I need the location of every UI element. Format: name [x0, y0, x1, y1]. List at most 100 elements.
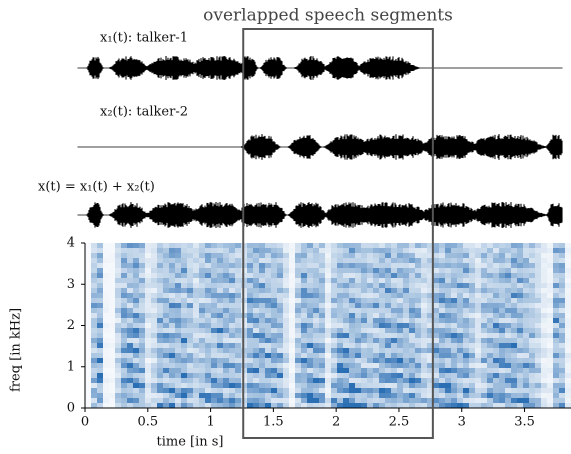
spectrogram-cell: [391, 313, 397, 318]
spectrogram-cell: [247, 243, 253, 248]
spectrogram-cell: [193, 388, 199, 393]
spectrogram-cell: [355, 343, 361, 348]
spectrogram-cell: [325, 283, 331, 288]
spectrogram-cell: [331, 348, 337, 353]
spectrogram-cell: [151, 348, 157, 353]
spectrogram-cell: [559, 383, 565, 388]
spectrogram-cell: [415, 348, 421, 353]
spectrogram-cell: [157, 368, 163, 373]
spectrogram-cell: [415, 253, 421, 258]
spectrogram-cell: [451, 288, 457, 293]
spectrogram-cell: [247, 393, 253, 398]
spectrogram-cell: [301, 243, 307, 248]
spectrogram-cell: [265, 393, 271, 398]
spectrogram-cell: [361, 318, 367, 323]
spectrogram-cell: [355, 398, 361, 403]
spectrogram-cell: [307, 273, 313, 278]
spectrogram-cell: [151, 308, 157, 313]
spectrogram-cell: [103, 303, 109, 308]
spectrogram-cell: [403, 283, 409, 288]
spectrogram-cell: [343, 273, 349, 278]
spectrogram-cell: [91, 383, 97, 388]
spectrogram-cell: [559, 268, 565, 273]
spectrogram-cell: [481, 393, 487, 398]
spectrogram-cell: [535, 348, 541, 353]
spectrogram-cell: [535, 358, 541, 363]
spectrogram-cell: [187, 273, 193, 278]
spectrogram-cell: [235, 343, 241, 348]
spectrogram-cell: [187, 348, 193, 353]
spectrogram-cell: [397, 273, 403, 278]
spectrogram-cell: [529, 318, 535, 323]
spectrogram-cell: [529, 303, 535, 308]
spectrogram-cell: [169, 368, 175, 373]
spectrogram-cell: [541, 393, 547, 398]
spectrogram-cell: [193, 353, 199, 358]
spectrogram-cell: [379, 273, 385, 278]
spectrogram-cell: [181, 243, 187, 248]
spectrogram-cell: [247, 343, 253, 348]
spectrogram-cell: [433, 248, 439, 253]
spectrogram-cell: [355, 273, 361, 278]
spectrogram-cell: [271, 288, 277, 293]
spectrogram-cell: [199, 363, 205, 368]
spectrogram-cell: [163, 383, 169, 388]
spectrogram-cell: [247, 288, 253, 293]
spectrogram-cell: [211, 293, 217, 298]
spectrogram-cell: [349, 348, 355, 353]
spectrogram-cell: [301, 293, 307, 298]
spectrogram-cell: [361, 338, 367, 343]
spectrogram-cell: [487, 313, 493, 318]
spectrogram-cell: [115, 283, 121, 288]
spectrogram-cell: [499, 353, 505, 358]
spectrogram-cell: [517, 358, 523, 363]
spectrogram-cell: [259, 333, 265, 338]
spectrogram-cell: [319, 258, 325, 263]
spectrogram-cell: [319, 308, 325, 313]
spectrogram-cell: [97, 353, 103, 358]
spectrogram-cell: [433, 378, 439, 383]
spectrogram-cell: [415, 303, 421, 308]
spectrogram-cell: [169, 298, 175, 303]
spectrogram-cell: [523, 353, 529, 358]
spectrogram-cell: [151, 368, 157, 373]
spectrogram-cell: [445, 283, 451, 288]
spectrogram-cell: [343, 343, 349, 348]
spectrogram-cell: [223, 313, 229, 318]
spectrogram-cell: [499, 243, 505, 248]
spectrogram-cell: [367, 403, 373, 408]
spectrogram-cell: [217, 373, 223, 378]
spectrogram-cell: [499, 393, 505, 398]
spectrogram-cell: [565, 368, 571, 373]
spectrogram-cell: [565, 283, 571, 288]
spectrogram-cell: [85, 303, 91, 308]
spectrogram-cell: [343, 398, 349, 403]
spectrogram-cell: [319, 403, 325, 408]
spectrogram-cell: [487, 273, 493, 278]
spectrogram-cell: [319, 338, 325, 343]
spectrogram-cell: [343, 318, 349, 323]
spectrogram-cell: [565, 318, 571, 323]
spectrogram-cell: [187, 393, 193, 398]
spectrogram-cell: [307, 398, 313, 403]
spectrogram-cell: [127, 308, 133, 313]
spectrogram-cell: [139, 368, 145, 373]
spectrogram-cell: [169, 243, 175, 248]
spectrogram-cell: [223, 268, 229, 273]
spectrogram-cell: [349, 293, 355, 298]
spectrogram-cell: [445, 333, 451, 338]
spectrogram-cell: [439, 248, 445, 253]
spectrogram-cell: [457, 343, 463, 348]
spectrogram-cell: [499, 253, 505, 258]
spectrogram-cell: [505, 248, 511, 253]
spectrogram-cell: [229, 333, 235, 338]
spectrogram-cell: [481, 273, 487, 278]
spectrogram-cell: [481, 398, 487, 403]
spectrogram-cell: [97, 303, 103, 308]
spectrogram-cell: [391, 278, 397, 283]
spectrogram-cell: [397, 313, 403, 318]
spectrogram-cell: [109, 363, 115, 368]
spectrogram-cell: [445, 388, 451, 393]
spectrogram-cell: [331, 268, 337, 273]
spectrogram-cell: [493, 243, 499, 248]
